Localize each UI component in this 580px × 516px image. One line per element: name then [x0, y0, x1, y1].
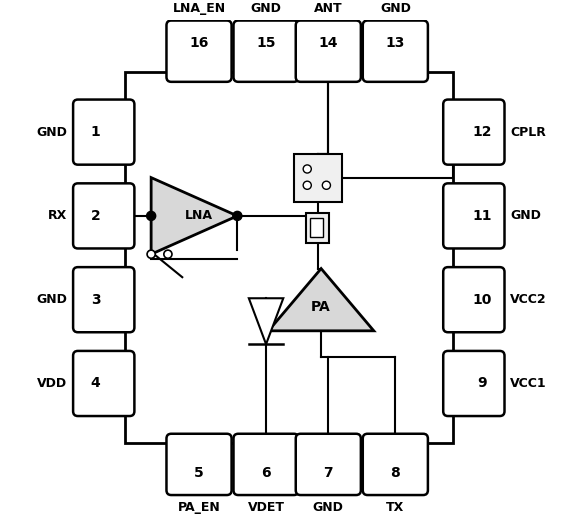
Circle shape [147, 212, 155, 220]
FancyBboxPatch shape [73, 100, 135, 165]
FancyBboxPatch shape [234, 434, 299, 495]
Text: GND: GND [313, 501, 344, 513]
FancyBboxPatch shape [166, 434, 231, 495]
Text: 1: 1 [90, 125, 100, 139]
Text: RX: RX [48, 209, 67, 222]
FancyBboxPatch shape [443, 100, 505, 165]
Bar [306, 213, 329, 243]
Text: VDD: VDD [38, 377, 67, 390]
Text: 14: 14 [318, 36, 338, 50]
Circle shape [303, 181, 311, 189]
Text: TX: TX [386, 501, 404, 513]
Text: 15: 15 [256, 36, 276, 50]
Text: 12: 12 [472, 125, 492, 139]
Bar [294, 154, 342, 202]
FancyBboxPatch shape [73, 351, 135, 416]
FancyBboxPatch shape [73, 183, 135, 249]
Text: CPLR: CPLR [510, 125, 546, 139]
Circle shape [233, 212, 242, 220]
Circle shape [164, 250, 172, 259]
Text: 8: 8 [390, 465, 400, 480]
FancyBboxPatch shape [296, 21, 361, 82]
Text: LNA: LNA [185, 209, 213, 222]
Text: 16: 16 [189, 36, 209, 50]
Text: 7: 7 [324, 465, 333, 480]
Text: GND: GND [510, 209, 541, 222]
Text: GND: GND [37, 293, 67, 306]
Text: 13: 13 [386, 36, 405, 50]
Text: VCC1: VCC1 [510, 377, 547, 390]
FancyBboxPatch shape [166, 21, 231, 82]
Bar [310, 218, 322, 237]
Text: 5: 5 [194, 465, 204, 480]
Text: GND: GND [37, 125, 67, 139]
Text: ANT: ANT [314, 2, 343, 15]
Polygon shape [151, 178, 237, 254]
Text: 3: 3 [90, 293, 100, 307]
Circle shape [303, 165, 311, 173]
Polygon shape [249, 298, 283, 344]
Text: 2: 2 [90, 209, 100, 223]
Text: 11: 11 [472, 209, 492, 223]
Text: 6: 6 [261, 465, 271, 480]
Text: PA_EN: PA_EN [177, 501, 220, 513]
Circle shape [322, 181, 331, 189]
Circle shape [147, 250, 155, 259]
FancyBboxPatch shape [362, 21, 428, 82]
Text: 10: 10 [472, 293, 492, 307]
FancyBboxPatch shape [362, 434, 428, 495]
FancyBboxPatch shape [234, 21, 299, 82]
FancyBboxPatch shape [73, 267, 135, 332]
Text: GND: GND [380, 2, 411, 15]
FancyBboxPatch shape [296, 434, 361, 495]
Text: LNA_EN: LNA_EN [172, 2, 226, 15]
Text: GND: GND [251, 2, 281, 15]
Text: VCC2: VCC2 [510, 293, 547, 306]
FancyBboxPatch shape [443, 183, 505, 249]
Text: PA: PA [311, 300, 331, 314]
Bar [125, 72, 453, 443]
Text: 4: 4 [90, 377, 100, 391]
FancyBboxPatch shape [443, 351, 505, 416]
Text: 9: 9 [477, 377, 487, 391]
Text: VDET: VDET [248, 501, 285, 513]
FancyBboxPatch shape [443, 267, 505, 332]
Polygon shape [269, 268, 374, 331]
